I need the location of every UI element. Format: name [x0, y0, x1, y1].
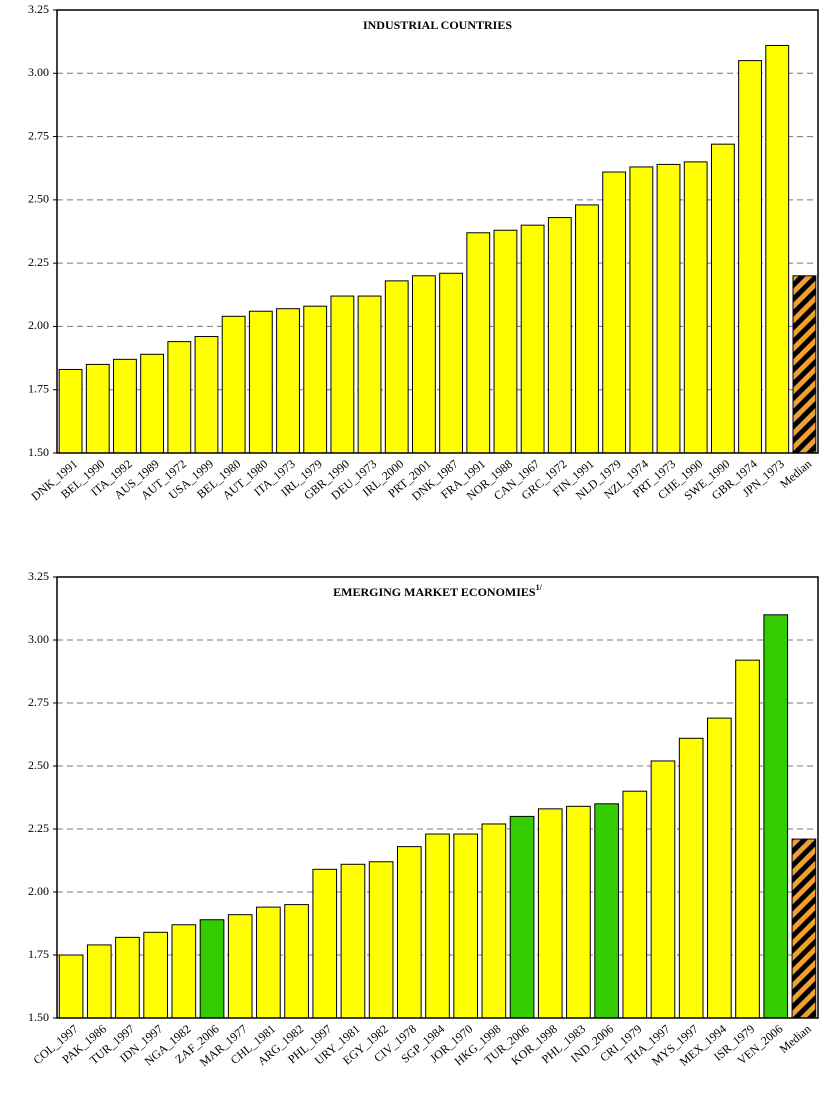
bar [284, 904, 309, 1019]
title-text: EMERGING MARKET ECONOMIES [333, 585, 536, 599]
bar [194, 336, 219, 454]
bar [303, 305, 328, 454]
y-tick-label: 2.50 [28, 758, 49, 772]
bar [453, 833, 479, 1019]
bar [650, 760, 676, 1019]
bar [763, 614, 789, 1019]
bar [86, 944, 112, 1019]
bar [276, 308, 300, 454]
y-tick-label: 1.50 [28, 445, 49, 459]
bar [115, 936, 140, 1019]
bar [113, 358, 137, 454]
y-tick-label: 3.25 [28, 569, 49, 583]
bar [735, 659, 760, 1019]
y-tick-label: 2.25 [28, 255, 49, 269]
bar [85, 363, 110, 454]
y-tick-label: 1.75 [28, 947, 49, 961]
bar [58, 368, 83, 454]
bar [520, 224, 545, 454]
bar [629, 166, 654, 454]
bar [493, 229, 518, 454]
bar [167, 341, 192, 454]
bar [425, 833, 450, 1019]
bar [256, 906, 281, 1019]
title-text: INDUSTRIAL COUNTRIES [363, 18, 512, 32]
bar [678, 737, 704, 1019]
y-tick-label: 3.00 [28, 632, 49, 646]
bar [221, 315, 246, 454]
bar [683, 161, 708, 454]
bar [466, 232, 491, 454]
title-note: 1/ [536, 583, 543, 592]
bar [537, 808, 563, 1019]
bar [396, 846, 422, 1019]
y-tick-label: 1.75 [28, 381, 49, 395]
x-tick-label: Median [777, 457, 814, 491]
bar [602, 171, 627, 454]
bar [58, 954, 84, 1019]
y-tick-label: 1.50 [28, 1010, 49, 1024]
bar [566, 805, 591, 1019]
y-tick-label: 2.25 [28, 821, 49, 835]
bar [411, 275, 436, 454]
y-tick-label: 2.75 [28, 695, 49, 709]
bar [143, 931, 168, 1019]
y-tick-label: 3.00 [28, 65, 49, 79]
bar [710, 143, 735, 454]
bar [357, 295, 382, 454]
bar [368, 861, 394, 1019]
bar [312, 868, 338, 1019]
chart-title: EMERGING MARKET ECONOMIES1/ [333, 583, 542, 599]
bar [791, 838, 817, 1019]
x-tick-label: Median [777, 1022, 814, 1056]
bar [140, 353, 165, 454]
bar [707, 717, 732, 1019]
bar [330, 295, 355, 454]
y-tick-label: 2.75 [28, 128, 49, 142]
bar [594, 803, 619, 1019]
bar [738, 60, 762, 454]
bar [248, 310, 273, 454]
chart-title: INDUSTRIAL COUNTRIES [363, 18, 512, 32]
y-tick-label: 2.50 [28, 192, 49, 206]
bar [547, 217, 572, 454]
bar [439, 272, 464, 454]
bar [656, 163, 681, 454]
bar [199, 919, 225, 1019]
bar [575, 204, 599, 454]
bar [171, 924, 197, 1019]
y-tick-label: 2.00 [28, 884, 49, 898]
bar [340, 863, 366, 1019]
bar [384, 280, 409, 454]
bar [792, 275, 817, 454]
bar [481, 823, 507, 1019]
bar [227, 914, 253, 1019]
y-tick-label: 3.25 [28, 2, 49, 16]
bar [765, 44, 790, 454]
bar [622, 790, 648, 1019]
bar [509, 815, 535, 1019]
plot-frame [56, 576, 819, 1019]
y-tick-label: 2.00 [28, 318, 49, 332]
plot-frame [56, 9, 819, 454]
